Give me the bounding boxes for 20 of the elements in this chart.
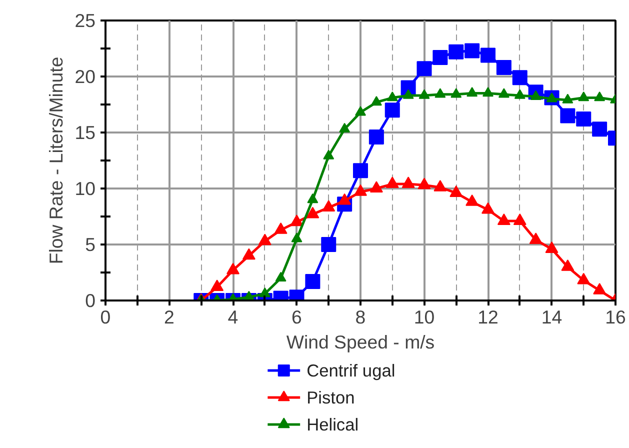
x-tick-label: 16 bbox=[605, 306, 626, 328]
legend-label: Centrif ugal bbox=[306, 360, 396, 380]
legend-label: Piston bbox=[306, 388, 355, 408]
y-tick-label: 25 bbox=[74, 10, 96, 31]
x-tick-label: 12 bbox=[478, 306, 498, 328]
x-tick-label: 8 bbox=[355, 306, 366, 328]
x-tick-label: 4 bbox=[228, 306, 238, 328]
x-tick-label: 14 bbox=[541, 306, 562, 328]
y-axis-title: Flow Rate - Liters/Minute bbox=[46, 56, 67, 264]
x-axis-title: Wind Speed - m/s bbox=[286, 332, 435, 352]
y-tick-label: 20 bbox=[74, 66, 96, 87]
legend-label: Helical bbox=[306, 414, 359, 434]
x-tick-label: 10 bbox=[414, 306, 435, 328]
y-tick-label: 5 bbox=[85, 234, 96, 255]
y-tick-label: 15 bbox=[74, 122, 96, 143]
y-tick-label: 0 bbox=[85, 290, 96, 311]
x-tick-label: 6 bbox=[292, 306, 302, 328]
x-tick-label: 0 bbox=[100, 306, 111, 328]
y-tick-label: 10 bbox=[74, 178, 96, 199]
x-tick-label: 2 bbox=[164, 306, 174, 328]
